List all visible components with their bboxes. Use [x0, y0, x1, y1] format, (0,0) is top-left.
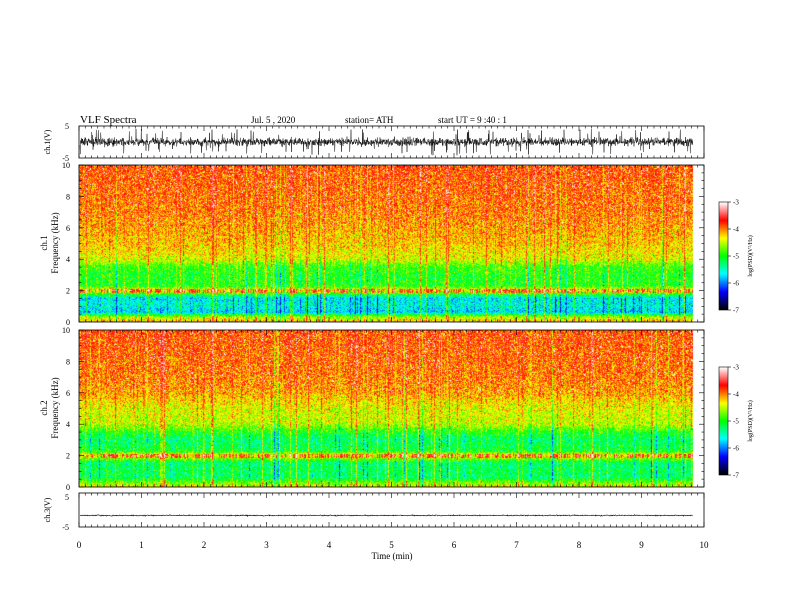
ch3-waveform-tick-bottom: -5 — [62, 523, 69, 532]
figure-title: VLF Spectra — [80, 114, 137, 126]
ch1-spectrogram-ylabel: Frequency (kHz) — [50, 212, 60, 273]
ch2-frequency-tick-label: 10 — [62, 326, 70, 335]
ch1-frequency-tick-label: 8 — [66, 192, 70, 201]
colorbar-tick-label: -7 — [733, 472, 739, 480]
ch1-waveform-tick-top: 5 — [65, 122, 69, 131]
ch3-waveform-tick-top: 5 — [65, 493, 69, 502]
ch2-frequency-tick-label: 8 — [66, 357, 70, 366]
ch2-spectrogram-channel-label: ch.2 — [39, 400, 49, 415]
colorbar-tick-label: -3 — [733, 199, 739, 207]
colorbar-tick-label: -6 — [733, 445, 739, 453]
ch1-spectrogram-panel: ch.1 Frequency (kHz) 0 2 4 6 8 10 — [39, 161, 705, 327]
ch1-colorbar-label: log(PSD)(V²/Hz) — [747, 235, 754, 276]
time-tick-label: 1 — [139, 540, 144, 550]
time-axis-label: Time (min) — [372, 551, 413, 561]
ch1-colorbar-ticks: -3 -4 -5 -6 -7 — [728, 199, 739, 315]
date-label: Jul. 5 , 2020 — [251, 115, 296, 125]
time-tick-label: 10 — [700, 540, 710, 550]
colorbar-tick-label: -5 — [733, 418, 739, 426]
colorbar-tick-label: -5 — [733, 253, 739, 261]
ch1-frequency-tick-label: 10 — [62, 161, 70, 170]
start-time-label: start UT = 9 :40 : 1 — [438, 115, 507, 125]
ch1-waveform-panel: ch.1(V) 5 -5 — [43, 122, 705, 163]
time-tick-label: 8 — [577, 540, 582, 550]
ch1-waveform-ylabel: ch.1(V) — [43, 129, 52, 154]
colorbar-tick-label: -4 — [733, 391, 739, 399]
time-tick-label: 0 — [77, 540, 82, 550]
ch1-frequency-tick-label: 0 — [66, 318, 70, 327]
ch2-colorbar-ticks: -3 -4 -5 -6 -7 — [728, 364, 739, 480]
ch1-waveform-tick-bottom: -5 — [62, 154, 69, 163]
ch3-waveform-trace — [79, 514, 693, 518]
station-label: station= ATH — [345, 115, 394, 125]
ch2-spectrogram-ylabel: Frequency (kHz) — [50, 377, 60, 438]
ch1-frequency-tick-label: 2 — [66, 287, 70, 296]
ch1-frequency-tick-label: 4 — [66, 255, 70, 264]
ch2-frequency-ticks: 0 2 4 6 8 10 — [62, 326, 704, 492]
ch2-frequency-tick-label: 0 — [66, 483, 70, 492]
colorbar-tick-label: -4 — [733, 226, 739, 234]
ch2-spectrogram-panel: ch.2 Frequency (kHz) 0 2 4 6 8 10 — [39, 326, 705, 492]
ch1-spectrogram-image — [79, 165, 704, 322]
ch1-spectrogram-channel-label: ch.1 — [39, 235, 49, 250]
ch2-colorbar-label: log(PSD)(V²/Hz) — [747, 400, 754, 441]
time-tick-label: 3 — [264, 540, 269, 550]
ch2-frequency-tick-label: 4 — [66, 420, 70, 429]
time-tick-label: 7 — [514, 540, 519, 550]
ch2-spectrogram-image — [79, 330, 704, 487]
ch1-frequency-ticks: 0 2 4 6 8 10 — [62, 161, 704, 327]
time-tick-label: 5 — [389, 540, 394, 550]
ch3-waveform-panel: ch.3(V) 5 -5 — [43, 492, 705, 532]
ch3-waveform-frame — [78, 492, 705, 528]
time-tick-label: 9 — [639, 540, 644, 550]
ch2-colorbar-gradient — [719, 367, 728, 475]
time-tick-label: 4 — [327, 540, 332, 550]
colorbar-tick-label: -7 — [733, 307, 739, 315]
time-axis: 0 1 2 3 4 5 6 7 8 9 10 — [77, 126, 709, 550]
ch2-frequency-tick-label: 6 — [66, 389, 70, 398]
time-tick-label: 6 — [452, 540, 457, 550]
ch1-frequency-tick-label: 6 — [66, 224, 70, 233]
ch1-colorbar-gradient — [719, 202, 728, 310]
time-tick-label: 2 — [202, 540, 207, 550]
ch3-waveform-ylabel: ch.3(V) — [43, 497, 52, 522]
colorbar-tick-label: -6 — [733, 280, 739, 288]
ch1-colorbar: -3 -4 -5 -6 -7 log(PSD)(V²/Hz) — [718, 199, 754, 315]
ch1-waveform-trace — [79, 128, 693, 156]
ch2-colorbar: -3 -4 -5 -6 -7 log(PSD)(V²/Hz) — [718, 364, 754, 480]
colorbar-tick-label: -3 — [733, 364, 739, 372]
ch2-frequency-tick-label: 2 — [66, 452, 70, 461]
